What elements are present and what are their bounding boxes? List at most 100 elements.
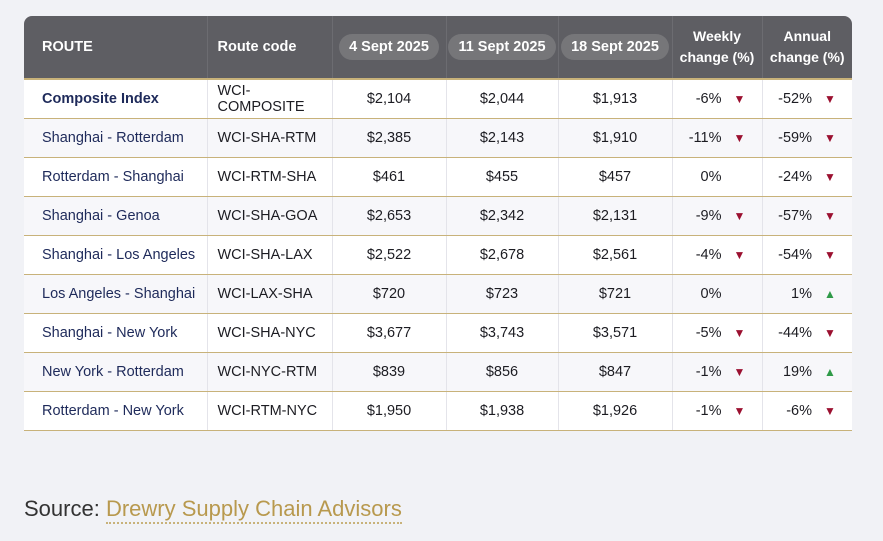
header-annual-change: Annual change (%) <box>762 16 852 79</box>
weekly-change-value: -1% <box>695 364 722 380</box>
source-link[interactable]: Drewry Supply Chain Advisors <box>105 496 402 524</box>
route-code: WCI-SHA-RTM <box>207 118 333 158</box>
price-date-1: $2,653 <box>332 196 447 236</box>
annual-change-value: -6% <box>786 403 812 419</box>
annual-change-cell: -52% ▼ <box>762 78 852 119</box>
annual-change-cell: -44% ▼ <box>762 313 852 353</box>
price-date-3: $1,926 <box>558 391 673 431</box>
weekly-change-cell: 0%▼ <box>672 274 763 314</box>
route-name: Shanghai - Genoa <box>24 196 208 236</box>
route-name: Rotterdam - Shanghai <box>24 157 208 197</box>
header-weekly-line2: change (%) <box>679 49 755 65</box>
header-date-3: 18 Sept 2025 <box>558 16 673 79</box>
triangle-down-icon: ▼ <box>733 131 746 145</box>
table-row: Rotterdam - Shanghai WCI-RTM-SHA $461 $455 $… <box>24 157 852 197</box>
annual-change-value: -59% <box>778 130 812 146</box>
annual-change-value: -57% <box>778 208 812 224</box>
route-name: Shanghai - New York <box>24 313 208 353</box>
weekly-change-cell: -1% ▼ <box>672 352 763 392</box>
annual-change-cell: 1% ▲ <box>762 274 852 314</box>
price-date-3: $1,913 <box>558 78 673 119</box>
date-pill-3: 18 Sept 2025 <box>561 34 669 60</box>
price-date-2: $856 <box>446 352 559 392</box>
triangle-down-icon: ▼ <box>733 92 746 106</box>
price-date-1: $2,104 <box>332 78 447 119</box>
price-date-1: $720 <box>332 274 447 314</box>
annual-change-value: -54% <box>778 247 812 263</box>
route-code: WCI-RTM-SHA <box>207 157 333 197</box>
weekly-change-value: 0% <box>700 169 722 185</box>
price-date-2: $3,743 <box>446 313 559 353</box>
route-code: WCI-LAX-SHA <box>207 274 333 314</box>
weekly-change-cell: -5% ▼ <box>672 313 763 353</box>
triangle-down-icon: ▼ <box>824 92 836 106</box>
triangle-down-icon: ▼ <box>733 209 746 223</box>
triangle-down-icon: ▼ <box>824 131 836 145</box>
annual-change-value: -24% <box>778 169 812 185</box>
price-date-2: $2,143 <box>446 118 559 158</box>
price-date-1: $1,950 <box>332 391 447 431</box>
header-date-2: 11 Sept 2025 <box>446 16 559 79</box>
table-row: Los Angeles - Shanghai WCI-LAX-SHA $720 $72… <box>24 274 852 314</box>
weekly-change-cell: -1% ▼ <box>672 391 763 431</box>
weekly-change-cell: 0%▼ <box>672 157 763 197</box>
weekly-change-cell: -9% ▼ <box>672 196 763 236</box>
triangle-down-icon: ▼ <box>733 404 746 418</box>
triangle-down-icon: ▼ <box>824 209 836 223</box>
annual-change-cell: -57% ▼ <box>762 196 852 236</box>
route-name: New York - Rotterdam <box>24 352 208 392</box>
weekly-change-value: -5% <box>695 325 722 341</box>
route-code: WCI-RTM-NYC <box>207 391 333 431</box>
triangle-down-icon: ▼ <box>824 248 836 262</box>
price-date-2: $1,938 <box>446 391 559 431</box>
price-date-1: $2,522 <box>332 235 447 275</box>
route-name: Los Angeles - Shanghai <box>24 274 208 314</box>
price-date-3: $2,561 <box>558 235 673 275</box>
annual-change-cell: -6% ▼ <box>762 391 852 431</box>
table-row: Shanghai - New York WCI-SHA-NYC $3,677 $3,7… <box>24 313 852 353</box>
header-weekly-change: Weekly change (%) <box>672 16 763 79</box>
route-name: Rotterdam - New York <box>24 391 208 431</box>
price-date-2: $2,044 <box>446 78 559 119</box>
source-line: Source: Drewry Supply Chain Advisors <box>24 496 402 524</box>
weekly-change-cell: -6% ▼ <box>672 78 763 119</box>
triangle-down-icon: ▼ <box>733 365 746 379</box>
price-date-1: $3,677 <box>332 313 447 353</box>
route-code: WCI-COMPOSITE <box>207 78 333 119</box>
weekly-change-cell: -4% ▼ <box>672 235 763 275</box>
route-name: Shanghai - Rotterdam <box>24 118 208 158</box>
price-date-3: $3,571 <box>558 313 673 353</box>
annual-change-value: -52% <box>778 91 812 107</box>
triangle-down-icon: ▼ <box>733 326 746 340</box>
weekly-change-value: -9% <box>695 208 722 224</box>
weekly-change-value: -1% <box>695 403 722 419</box>
triangle-down-icon: ▼ <box>733 248 746 262</box>
table-row: Composite Index WCI-COMPOSITE $2,104 $2,044… <box>24 78 852 119</box>
weekly-change-cell: -11% ▼ <box>672 118 763 158</box>
price-date-2: $2,342 <box>446 196 559 236</box>
weekly-change-value: -4% <box>695 247 722 263</box>
header-annual-line1: Annual <box>783 28 831 44</box>
table-row: Shanghai - Los Angeles WCI-SHA-LAX $2,522 $… <box>24 235 852 275</box>
route-name: Composite Index <box>24 78 208 119</box>
triangle-down-icon: ▼ <box>824 404 836 418</box>
route-code: WCI-NYC-RTM <box>207 352 333 392</box>
price-date-1: $461 <box>332 157 447 197</box>
header-date-1: 4 Sept 2025 <box>332 16 447 79</box>
price-date-1: $2,385 <box>332 118 447 158</box>
table-row: Shanghai - Rotterdam WCI-SHA-RTM $2,385 $2,… <box>24 118 852 158</box>
annual-change-cell: -24% ▼ <box>762 157 852 197</box>
price-date-3: $2,131 <box>558 196 673 236</box>
table-row: New York - Rotterdam WCI-NYC-RTM $839 $856 $… <box>24 352 852 392</box>
route-name: Shanghai - Los Angeles <box>24 235 208 275</box>
weekly-change-value: -11% <box>688 130 722 146</box>
price-date-3: $457 <box>558 157 673 197</box>
route-code: WCI-SHA-LAX <box>207 235 333 275</box>
annual-change-value: 1% <box>791 286 812 302</box>
header-weekly-line1: Weekly <box>693 28 741 44</box>
weekly-change-value: -6% <box>695 91 722 107</box>
header-route: ROUTE <box>24 16 208 79</box>
table-row: Shanghai - Genoa WCI-SHA-GOA $2,653 $2,342 $… <box>24 196 852 236</box>
annual-change-cell: -59% ▼ <box>762 118 852 158</box>
annual-change-cell: 19% ▲ <box>762 352 852 392</box>
